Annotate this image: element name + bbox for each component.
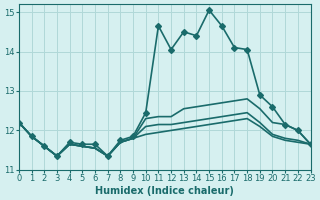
X-axis label: Humidex (Indice chaleur): Humidex (Indice chaleur) [95, 186, 234, 196]
